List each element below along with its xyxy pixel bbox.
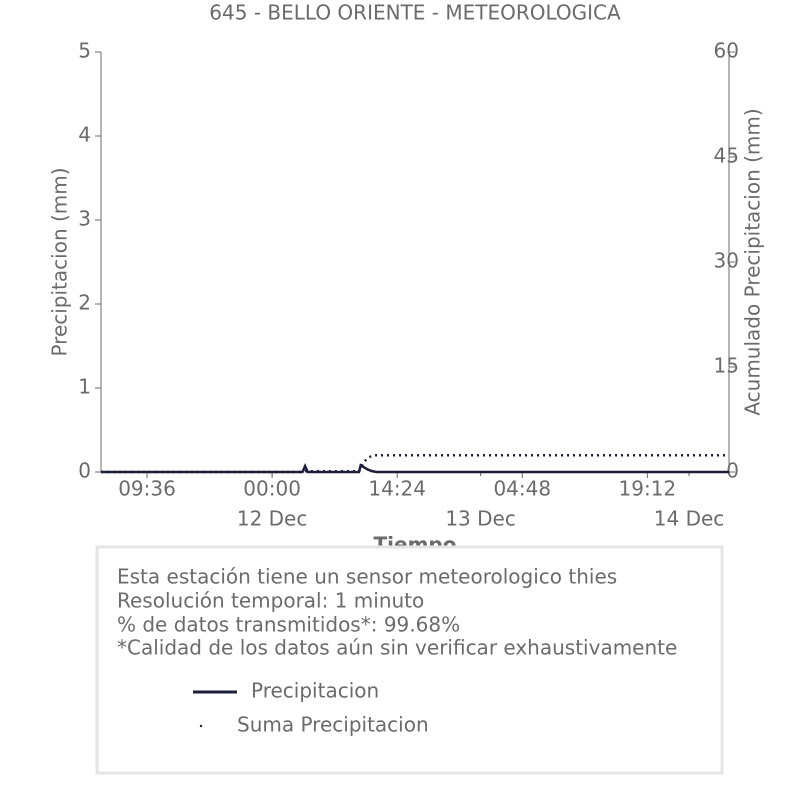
y-tick-label: 2	[78, 291, 91, 315]
series-line	[101, 463, 729, 474]
series-line	[101, 453, 729, 474]
x-day-label: 14 Dec	[654, 507, 725, 531]
x-tick-label: 14:24	[368, 477, 426, 501]
x-tick-label: 00:00	[243, 477, 301, 501]
x-tick-label: 09:36	[118, 477, 176, 501]
y-tick-label: 1	[78, 375, 91, 399]
legend-swatch	[199, 724, 203, 728]
y-axis-label: Precipitacion (mm)	[48, 167, 72, 356]
x-tick-label: 04:48	[493, 477, 551, 501]
x-tick-label: 19:12	[619, 477, 677, 501]
y-tick-label: 4	[78, 123, 91, 147]
info-text: Esta estación tiene un sensor meteorolog…	[117, 565, 617, 589]
y2-tick-label: 15	[714, 354, 739, 378]
y2-tick-label: 30	[714, 249, 739, 273]
legend-label: Precipitacion	[251, 679, 379, 703]
y2-tick-label: 45	[714, 144, 739, 168]
x-day-label: 13 Dec	[445, 507, 516, 531]
info-text: Resolución temporal: 1 minuto	[117, 589, 424, 613]
info-box	[95, 545, 724, 775]
y2-tick-label: 60	[714, 39, 739, 63]
y2-tick-label: 0	[726, 459, 739, 483]
y-tick-label: 0	[78, 459, 91, 483]
x-day-label: 12 Dec	[237, 507, 308, 531]
chart-title: 645 - BELLO ORIENTE - METEOROLOGICA	[209, 1, 621, 25]
y2-axis-label: Acumulado Precipitacion (mm)	[741, 108, 765, 415]
y-tick-label: 3	[78, 207, 91, 231]
legend-label: Suma Precipitacion	[237, 713, 429, 737]
y-tick-label: 5	[78, 39, 91, 63]
info-text: *Calidad de los datos aún sin verificar …	[117, 636, 677, 660]
info-text: % de datos transmitidos*: 99.68%	[117, 613, 460, 637]
